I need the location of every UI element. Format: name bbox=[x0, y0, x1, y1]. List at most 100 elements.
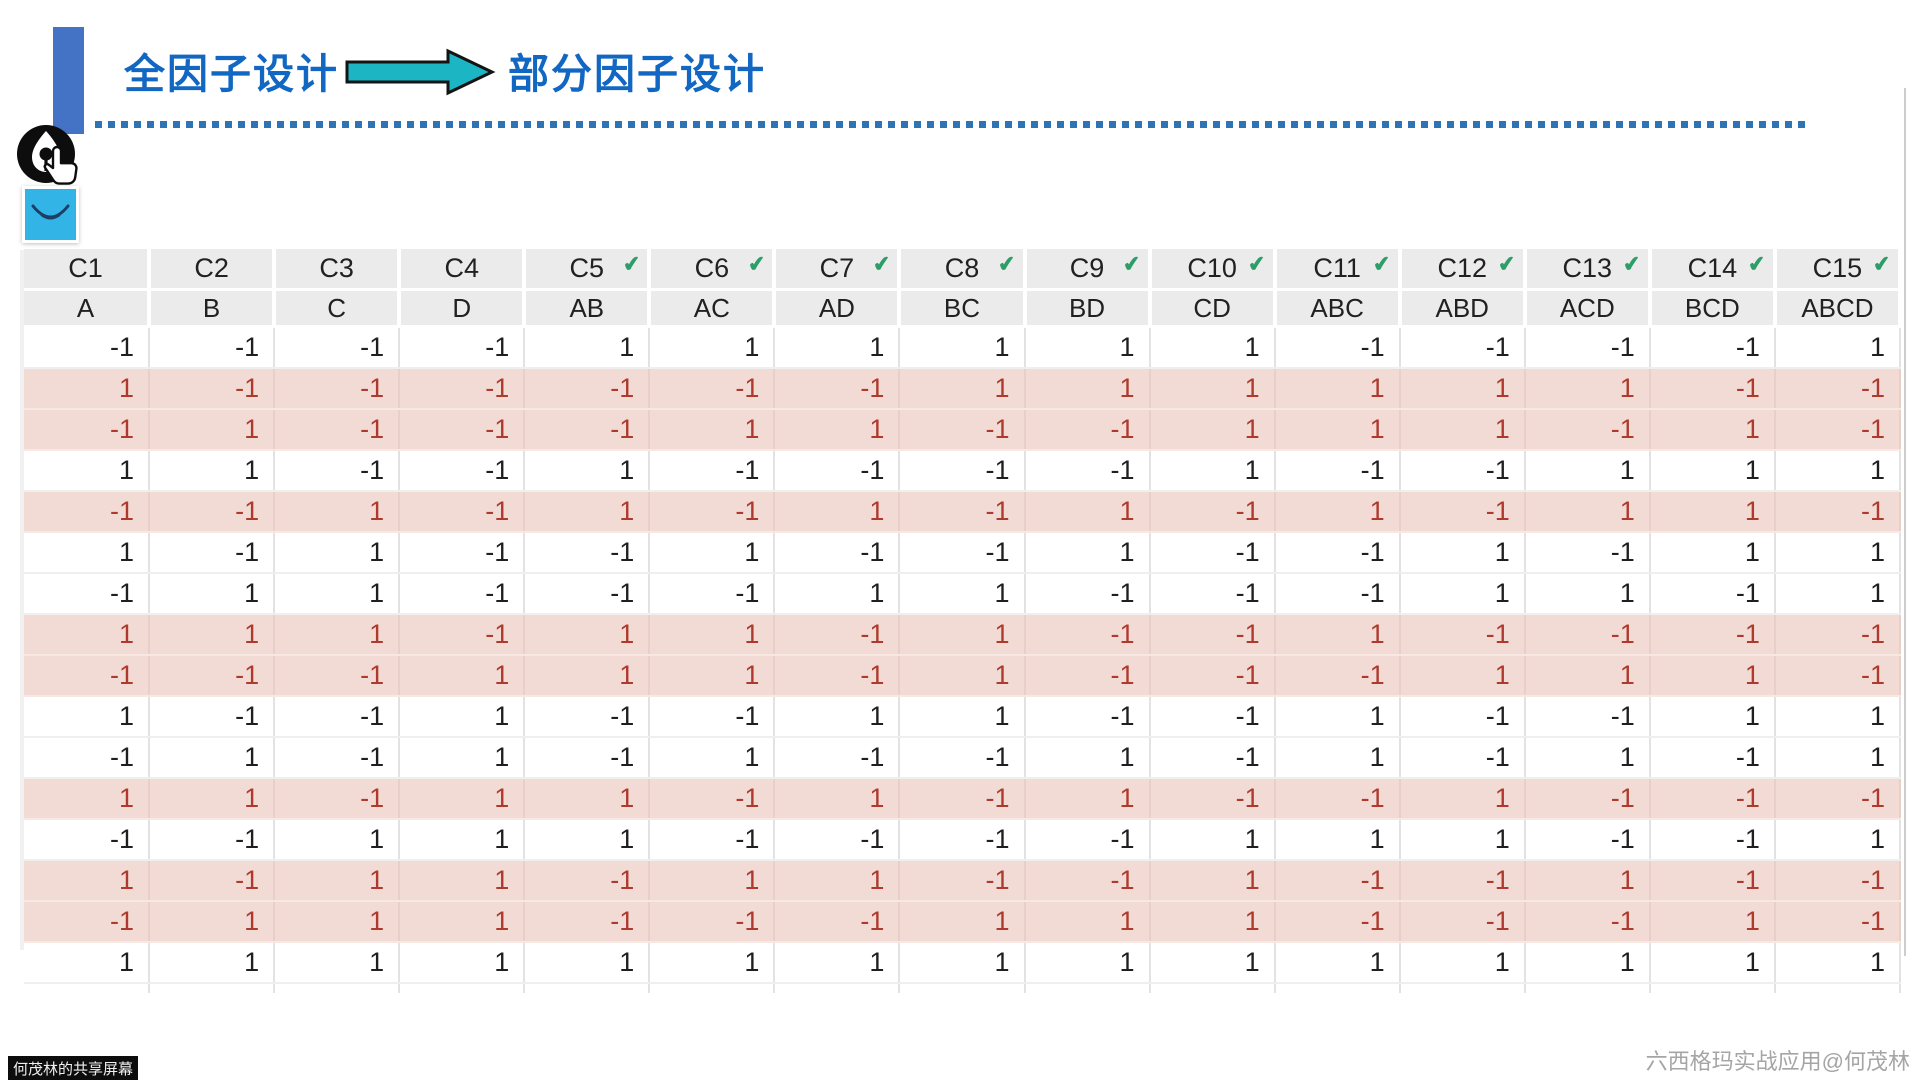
matrix-cell[interactable]: 1 bbox=[1649, 450, 1776, 492]
matrix-cell[interactable]: 1 bbox=[1774, 696, 1902, 738]
matrix-cell[interactable]: -1 bbox=[24, 409, 151, 451]
matrix-cell[interactable]: -1 bbox=[1649, 614, 1776, 656]
matrix-cell[interactable]: -1 bbox=[149, 819, 276, 861]
matrix-cell[interactable]: -1 bbox=[1274, 860, 1401, 902]
matrix-cell[interactable]: 1 bbox=[1024, 491, 1151, 533]
matrix-cell[interactable]: -1 bbox=[524, 901, 651, 943]
matrix-cell[interactable]: 1 bbox=[524, 778, 651, 820]
matrix-cell[interactable]: -1 bbox=[1524, 778, 1651, 820]
matrix-cell[interactable]: 1 bbox=[149, 573, 276, 615]
column-header-C8[interactable]: C8 ✔ bbox=[899, 249, 1027, 291]
matrix-cell[interactable]: 1 bbox=[1524, 860, 1651, 902]
column-header-C2[interactable]: C2 bbox=[149, 249, 277, 291]
matrix-cell[interactable]: 1 bbox=[524, 942, 651, 984]
matrix-cell[interactable]: -1 bbox=[24, 655, 151, 697]
factor-header-B[interactable]: B bbox=[149, 289, 277, 328]
column-header-C4[interactable]: C4 bbox=[399, 249, 527, 291]
matrix-cell[interactable]: -1 bbox=[399, 614, 526, 656]
matrix-cell[interactable]: -1 bbox=[774, 655, 901, 697]
matrix-cell[interactable]: -1 bbox=[274, 409, 401, 451]
matrix-cell[interactable]: -1 bbox=[1399, 326, 1526, 369]
matrix-cell[interactable]: 1 bbox=[649, 326, 776, 369]
matrix-cell[interactable]: 1 bbox=[149, 942, 276, 984]
matrix-cell[interactable]: -1 bbox=[274, 326, 401, 369]
matrix-cell[interactable]: -1 bbox=[1024, 409, 1151, 451]
matrix-cell[interactable]: -1 bbox=[149, 860, 276, 902]
matrix-cell[interactable]: 1 bbox=[274, 942, 401, 984]
matrix-cell[interactable]: 1 bbox=[774, 573, 901, 615]
matrix-cell[interactable]: 1 bbox=[1649, 491, 1776, 533]
matrix-cell[interactable]: -1 bbox=[1774, 491, 1902, 533]
column-header-C14[interactable]: C14 ✔ bbox=[1649, 249, 1777, 291]
matrix-cell[interactable]: 1 bbox=[149, 450, 276, 492]
matrix-cell[interactable]: 1 bbox=[524, 491, 651, 533]
matrix-cell[interactable]: -1 bbox=[1149, 696, 1276, 738]
matrix-cell[interactable]: -1 bbox=[1274, 573, 1401, 615]
matrix-cell[interactable]: 1 bbox=[1399, 573, 1526, 615]
matrix-cell[interactable]: -1 bbox=[1649, 573, 1776, 615]
matrix-cell[interactable]: 1 bbox=[1399, 778, 1526, 820]
matrix-cell[interactable]: -1 bbox=[1024, 819, 1151, 861]
matrix-cell[interactable]: 1 bbox=[1149, 450, 1276, 492]
matrix-cell[interactable]: -1 bbox=[1274, 450, 1401, 492]
matrix-cell[interactable]: 1 bbox=[274, 860, 401, 902]
matrix-cell[interactable]: -1 bbox=[1399, 901, 1526, 943]
matrix-cell[interactable]: -1 bbox=[24, 491, 151, 533]
matrix-cell[interactable]: 1 bbox=[274, 532, 401, 574]
matrix-cell[interactable]: 1 bbox=[899, 614, 1026, 656]
matrix-cell[interactable]: 1 bbox=[1274, 614, 1401, 656]
matrix-cell[interactable]: 1 bbox=[1649, 409, 1776, 451]
matrix-cell[interactable]: 1 bbox=[1149, 409, 1276, 451]
matrix-cell[interactable]: -1 bbox=[1149, 573, 1276, 615]
matrix-cell[interactable]: -1 bbox=[524, 532, 651, 574]
matrix-cell[interactable]: -1 bbox=[1649, 368, 1776, 410]
matrix-cell[interactable]: -1 bbox=[899, 819, 1026, 861]
matrix-cell[interactable]: 1 bbox=[1274, 696, 1401, 738]
matrix-cell[interactable]: 1 bbox=[1149, 819, 1276, 861]
matrix-cell[interactable]: -1 bbox=[774, 901, 901, 943]
matrix-cell[interactable]: 1 bbox=[524, 614, 651, 656]
matrix-cell[interactable]: -1 bbox=[1524, 614, 1651, 656]
matrix-cell[interactable]: -1 bbox=[1024, 614, 1151, 656]
matrix-cell[interactable]: -1 bbox=[149, 326, 276, 369]
matrix-cell[interactable]: -1 bbox=[1024, 450, 1151, 492]
matrix-cell[interactable]: -1 bbox=[149, 491, 276, 533]
matrix-cell[interactable]: 1 bbox=[24, 450, 151, 492]
matrix-cell[interactable]: -1 bbox=[899, 860, 1026, 902]
matrix-cell[interactable]: 1 bbox=[774, 491, 901, 533]
matrix-cell[interactable]: -1 bbox=[899, 737, 1026, 779]
matrix-cell[interactable]: 1 bbox=[149, 409, 276, 451]
matrix-cell[interactable]: 1 bbox=[24, 368, 151, 410]
matrix-cell[interactable]: 1 bbox=[399, 860, 526, 902]
matrix-cell[interactable]: 1 bbox=[774, 409, 901, 451]
factor-header-CD[interactable]: CD bbox=[1149, 289, 1277, 328]
matrix-cell[interactable]: -1 bbox=[1024, 696, 1151, 738]
matrix-cell[interactable]: 1 bbox=[1649, 532, 1776, 574]
column-header-C3[interactable]: C3 bbox=[274, 249, 402, 291]
matrix-cell[interactable]: 1 bbox=[1524, 491, 1651, 533]
matrix-cell[interactable]: 1 bbox=[1274, 368, 1401, 410]
matrix-cell[interactable]: -1 bbox=[1274, 532, 1401, 574]
matrix-cell[interactable]: -1 bbox=[524, 737, 651, 779]
matrix-cell[interactable]: -1 bbox=[1399, 696, 1526, 738]
matrix-cell[interactable]: 1 bbox=[1774, 573, 1902, 615]
matrix-cell[interactable]: -1 bbox=[649, 819, 776, 861]
matrix-cell[interactable]: 1 bbox=[524, 655, 651, 697]
matrix-cell[interactable]: -1 bbox=[399, 450, 526, 492]
matrix-cell[interactable]: -1 bbox=[524, 696, 651, 738]
matrix-cell[interactable]: -1 bbox=[1524, 409, 1651, 451]
matrix-cell[interactable]: -1 bbox=[1274, 326, 1401, 369]
matrix-cell[interactable]: -1 bbox=[524, 368, 651, 410]
matrix-cell[interactable]: -1 bbox=[1649, 819, 1776, 861]
matrix-cell[interactable]: 1 bbox=[899, 696, 1026, 738]
matrix-cell[interactable]: -1 bbox=[1774, 614, 1902, 656]
column-header-C15[interactable]: C15 ✔ bbox=[1774, 249, 1903, 291]
matrix-cell[interactable]: 1 bbox=[399, 778, 526, 820]
matrix-cell[interactable]: -1 bbox=[899, 778, 1026, 820]
column-header-C13[interactable]: C13 ✔ bbox=[1524, 249, 1652, 291]
matrix-cell[interactable]: -1 bbox=[899, 409, 1026, 451]
matrix-cell[interactable]: -1 bbox=[1649, 778, 1776, 820]
matrix-cell[interactable]: 1 bbox=[274, 614, 401, 656]
matrix-cell[interactable]: -1 bbox=[1774, 655, 1902, 697]
matrix-cell[interactable]: -1 bbox=[774, 737, 901, 779]
